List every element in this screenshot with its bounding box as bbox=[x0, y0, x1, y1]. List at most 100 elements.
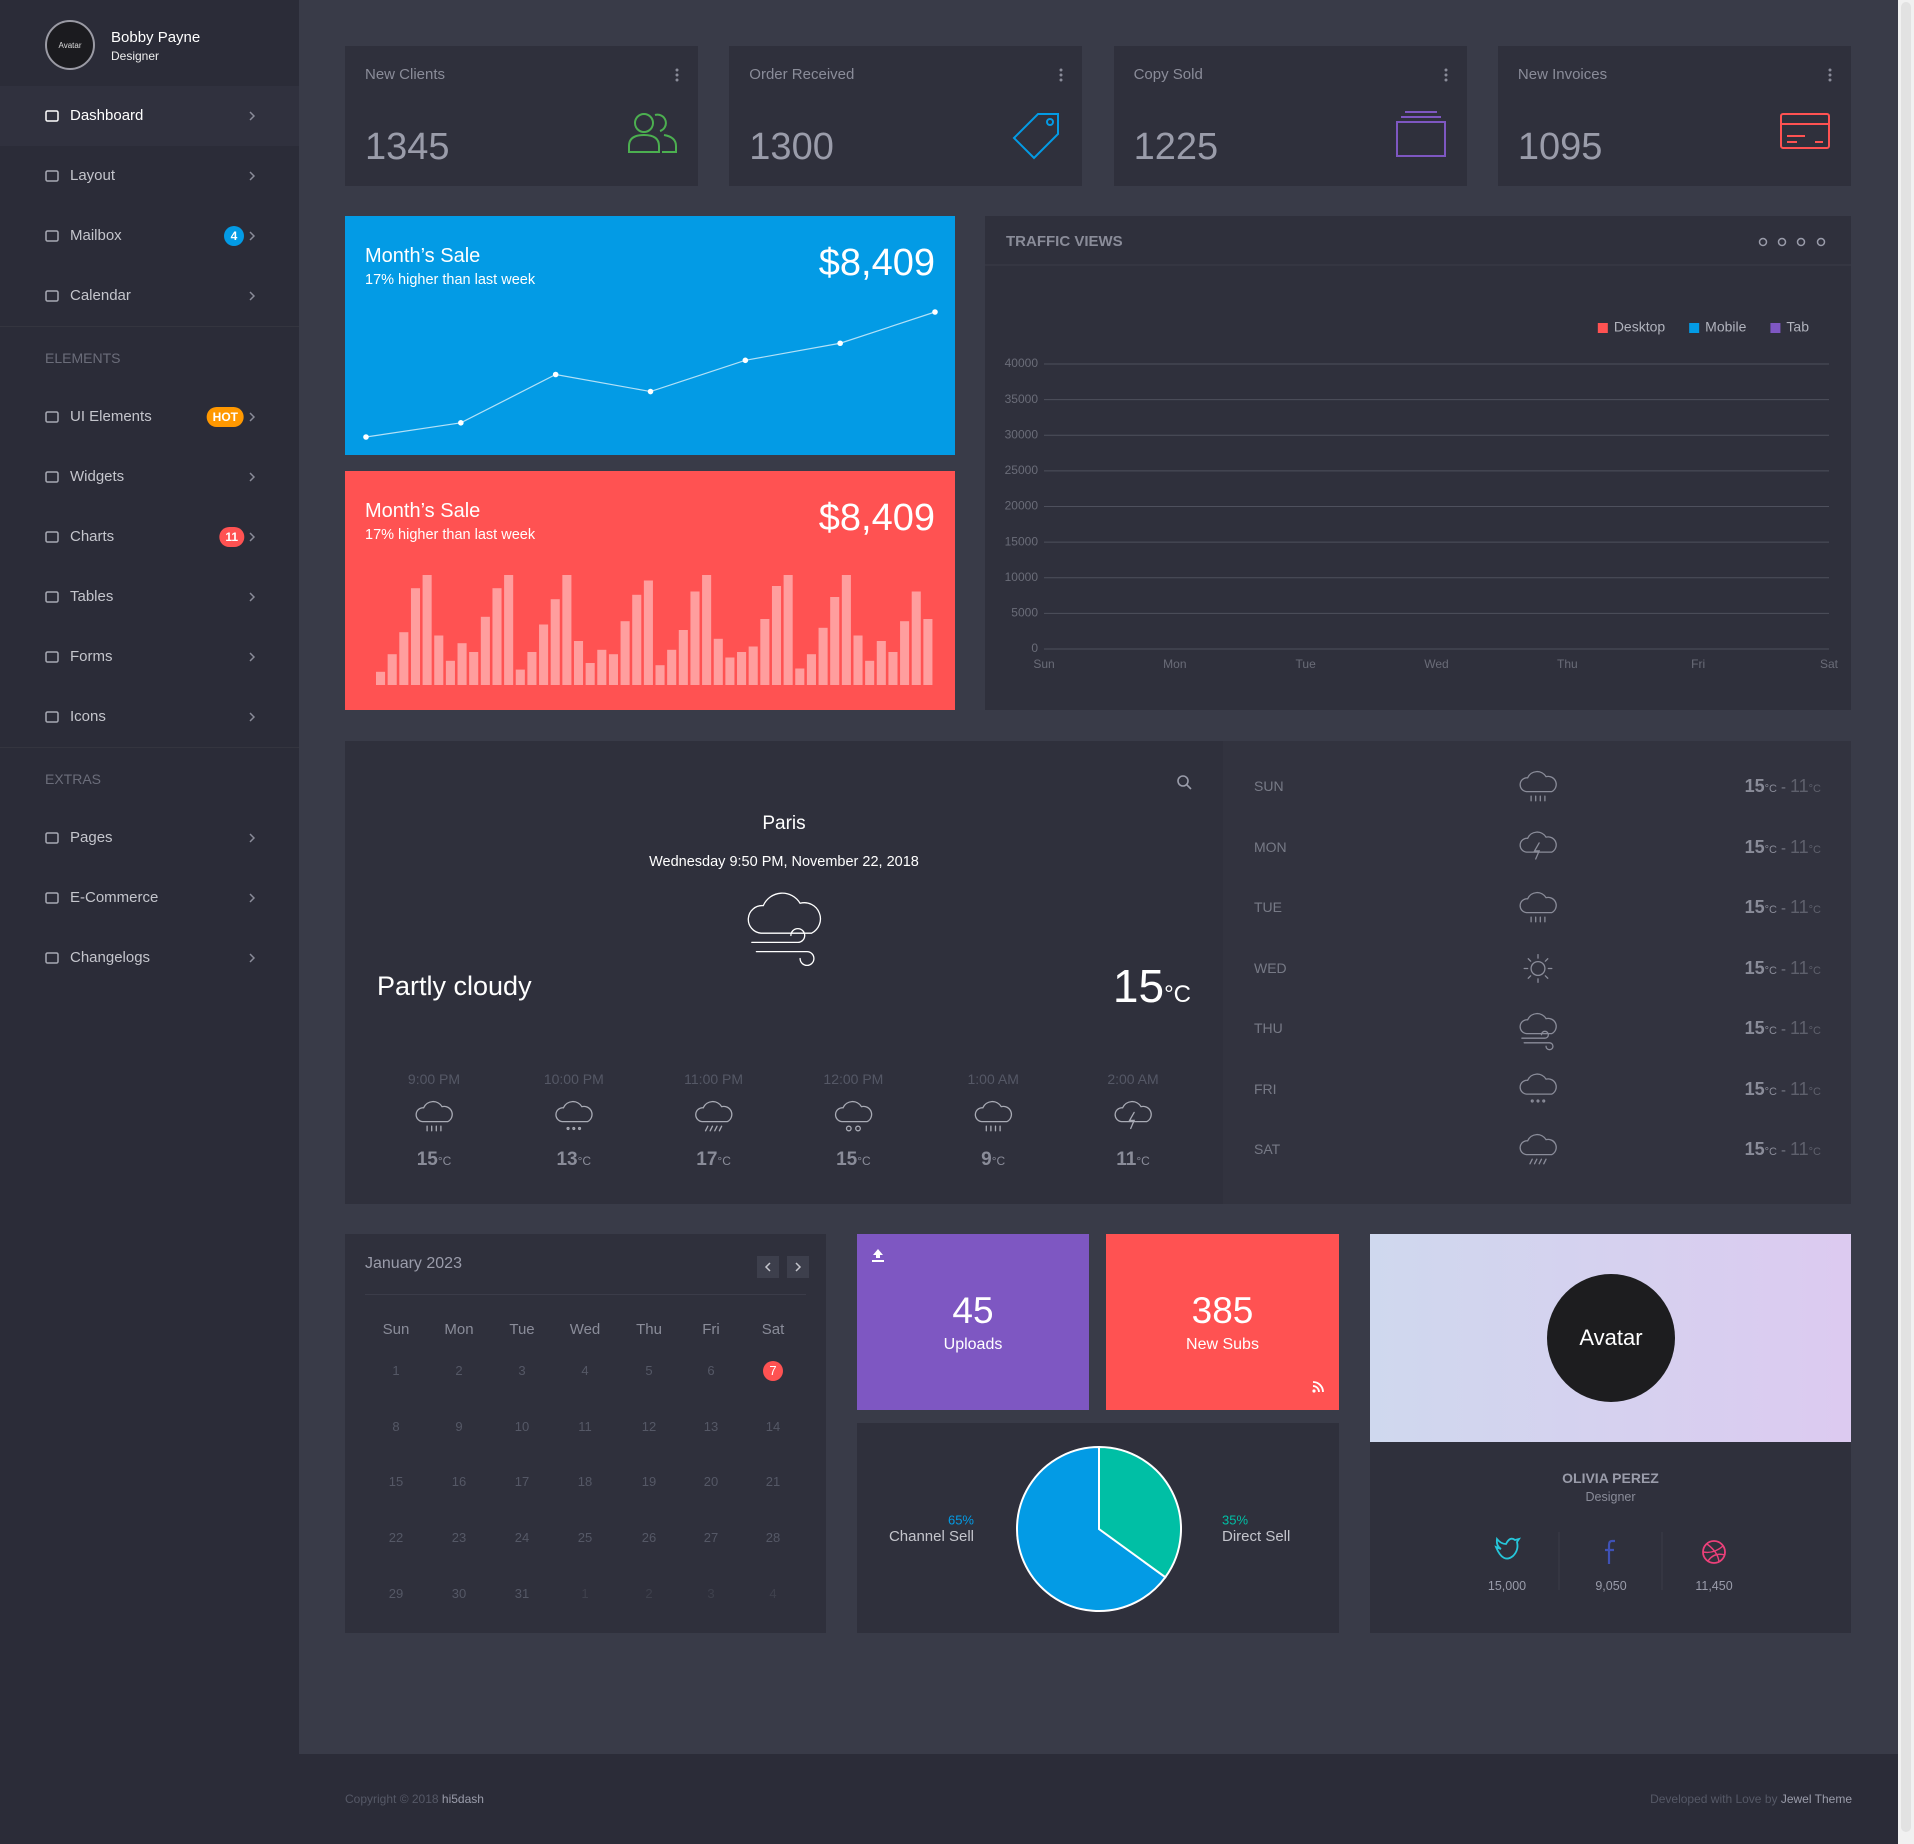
nav-icon bbox=[45, 290, 59, 302]
calendar-nav[interactable] bbox=[787, 1256, 809, 1278]
rain bbox=[715, 1126, 717, 1131]
nav-icon bbox=[45, 110, 59, 122]
nav-label: Widgets bbox=[70, 468, 125, 485]
nav-item[interactable]: Pages bbox=[0, 808, 299, 868]
dot bbox=[1444, 78, 1448, 82]
nav-item[interactable]: Layout bbox=[0, 146, 299, 206]
temp-separator: - bbox=[1780, 900, 1786, 917]
nav-label: Icons bbox=[70, 708, 106, 725]
chevron-icon bbox=[249, 231, 256, 241]
sparkline-point bbox=[647, 388, 654, 395]
bolt bbox=[1535, 843, 1540, 859]
tile-icon bbox=[872, 1249, 884, 1262]
hour-time: 9:00 PM bbox=[407, 1071, 461, 1087]
calendar-day: 19 bbox=[641, 1474, 657, 1490]
nav-item[interactable]: Forms bbox=[0, 627, 299, 687]
stat-icon bbox=[1779, 113, 1830, 149]
bar bbox=[562, 575, 572, 685]
chevron-icon bbox=[249, 652, 256, 662]
chevron-icon bbox=[795, 1262, 802, 1272]
bar bbox=[806, 654, 816, 685]
divider bbox=[0, 747, 299, 748]
bar bbox=[795, 668, 805, 685]
day-temp: 15°C -11°C bbox=[1521, 958, 1821, 979]
calendar-day: 20 bbox=[703, 1474, 719, 1490]
rain bbox=[1530, 1159, 1532, 1164]
calendar-day: 24 bbox=[514, 1530, 530, 1546]
day-name: WED bbox=[1254, 959, 1287, 976]
cloud bbox=[1520, 772, 1556, 792]
weather-icon bbox=[1524, 955, 1552, 983]
nav-item[interactable]: Icons bbox=[0, 687, 299, 747]
temp-separator: - bbox=[1780, 839, 1786, 857]
temp-unit: °C bbox=[577, 1154, 592, 1168]
chevron bbox=[795, 1262, 802, 1272]
temp-separator: - bbox=[1780, 960, 1786, 978]
calendar-day: 14 bbox=[765, 1418, 781, 1434]
legend-label: Tab bbox=[1786, 319, 1809, 335]
nav-label: Forms bbox=[70, 648, 113, 665]
temp-value: 15 bbox=[1112, 960, 1165, 1012]
scroll-thumb[interactable] bbox=[1901, 2, 1911, 1832]
temp-separator: - bbox=[1780, 1021, 1786, 1038]
chevron bbox=[249, 592, 256, 602]
bar bbox=[410, 588, 421, 685]
nav-item[interactable]: Widgets bbox=[0, 447, 299, 507]
temp-separator: - bbox=[1780, 779, 1786, 796]
bar bbox=[690, 591, 700, 685]
temp-value: 15 bbox=[836, 1149, 858, 1170]
bar bbox=[643, 580, 653, 685]
temp-high: 15 bbox=[1744, 1018, 1765, 1038]
y-tick-label: 5000 bbox=[1011, 606, 1038, 620]
x-tick-label: Wed bbox=[1424, 657, 1448, 671]
hour-temp: 15°C bbox=[793, 1149, 913, 1171]
tile-icon bbox=[1312, 1381, 1324, 1393]
dot bbox=[1059, 68, 1063, 72]
bar bbox=[748, 646, 758, 685]
dot bbox=[1828, 73, 1832, 77]
sparkline-point bbox=[932, 309, 938, 315]
nav-item[interactable]: Mailbox 4 bbox=[0, 206, 299, 266]
tool-icon bbox=[1758, 237, 1768, 247]
dot bbox=[1828, 68, 1832, 72]
nav-item[interactable]: E-Commerce bbox=[0, 868, 299, 928]
rain bbox=[719, 1126, 721, 1131]
nav-badge: 11 bbox=[219, 527, 244, 547]
pie-slice bbox=[1016, 1445, 1167, 1612]
nav-item[interactable]: Dashboard bbox=[0, 86, 299, 146]
nav-item[interactable]: Charts 11 bbox=[0, 507, 299, 567]
icon-shape bbox=[628, 133, 660, 153]
legend-swatch bbox=[1597, 323, 1608, 333]
y-tick-label: 40000 bbox=[1005, 356, 1039, 370]
day-name: SUN bbox=[1254, 778, 1284, 794]
dribbble-icon bbox=[1702, 1543, 1726, 1563]
day-temp: 15°C -11°C bbox=[1521, 897, 1821, 918]
sale-title: Month’s Sale bbox=[365, 245, 481, 267]
temp-unit: °C bbox=[1764, 843, 1777, 856]
stat-label: New Invoices bbox=[1517, 66, 1608, 83]
bar bbox=[585, 663, 595, 685]
hour-temp: 17°C bbox=[654, 1149, 774, 1171]
nav-item[interactable]: Changelogs bbox=[0, 928, 299, 988]
day-name: TUE bbox=[1254, 899, 1282, 915]
y-tick-label: 25000 bbox=[1005, 463, 1039, 477]
nav-icon bbox=[45, 230, 59, 242]
temp-unit: °C bbox=[1764, 1025, 1777, 1037]
temp-unit: °C bbox=[991, 1154, 1006, 1168]
icon-shape bbox=[1046, 118, 1055, 126]
nav-icon bbox=[45, 651, 59, 663]
calendar-day: 21 bbox=[765, 1474, 781, 1490]
nav-label: E-Commerce bbox=[70, 889, 159, 906]
nav-item[interactable]: Tables bbox=[0, 567, 299, 627]
icon-shape bbox=[1012, 113, 1060, 160]
weather-icon bbox=[748, 893, 820, 965]
nav-label: Charts bbox=[70, 528, 115, 545]
calendar-nav[interactable] bbox=[757, 1256, 779, 1278]
stat-value: 1225 bbox=[1133, 126, 1219, 168]
chart bbox=[363, 309, 938, 440]
nav-item[interactable]: Calendar bbox=[0, 266, 299, 326]
temp-unit: °C bbox=[1808, 1146, 1821, 1158]
temp-low: 11 bbox=[1789, 1139, 1809, 1159]
nav-item[interactable]: UI Elements HOT bbox=[0, 387, 299, 447]
